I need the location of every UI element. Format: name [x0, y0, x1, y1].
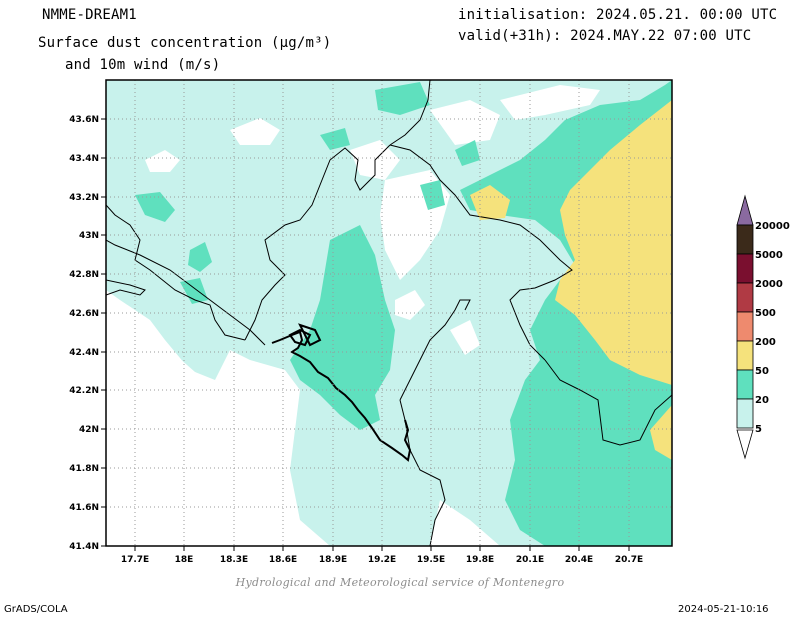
- fill-medium-region: [375, 82, 430, 115]
- clear-region: [230, 118, 280, 145]
- lon-label: 19.2E: [368, 555, 396, 565]
- legend-swatch: [736, 369, 754, 400]
- lon-label: 20.4E: [565, 555, 593, 565]
- lon-label: 17.7E: [121, 555, 149, 565]
- fill-medium-region: [290, 225, 395, 430]
- lon-label: 20.1E: [516, 555, 544, 565]
- fill-medium-region: [320, 128, 350, 150]
- fill-high-region: [470, 185, 510, 220]
- legend-label: 5: [755, 424, 762, 435]
- lat-label: 41.8N: [69, 464, 99, 474]
- border-line: [389, 80, 431, 146]
- fill-medium-region: [455, 140, 480, 166]
- clear-region: [500, 85, 600, 120]
- lat-label: 42.8N: [69, 270, 99, 280]
- border-line: [544, 359, 672, 446]
- legend-label: 20: [755, 395, 769, 406]
- border-line: [389, 144, 573, 361]
- lat-label: 43.2N: [69, 193, 99, 203]
- clear-region: [106, 310, 215, 395]
- clear-region: [430, 100, 500, 145]
- legend-swatch: [736, 340, 754, 371]
- lon-labels: 17.7E 18E 18.3E 18.6E 18.9E 19.2E 19.5E …: [121, 555, 643, 565]
- lat-label: 43N: [79, 231, 99, 241]
- credit-text: Hydrological and Meteorological service …: [235, 576, 565, 589]
- lon-label: 18.9E: [319, 555, 347, 565]
- bay-outline: [298, 323, 322, 347]
- border-line: [399, 299, 471, 401]
- color-legend: 20000 5000 2000 500 200 50 20 5: [736, 194, 790, 460]
- lon-label: 19.5E: [417, 555, 445, 565]
- lon-label: 20.7E: [615, 555, 643, 565]
- legend-swatch: [736, 253, 754, 284]
- legend-label: 200: [755, 337, 776, 348]
- axis-ticks: [101, 118, 630, 551]
- lat-label: 42.4N: [69, 348, 99, 358]
- legend-top-arrow: [736, 194, 754, 226]
- lat-labels: 43.6N 43.4N 43.2N 43N 42.8N 42.6N 42.4N …: [69, 115, 99, 552]
- legend-bottom-arrow: [736, 429, 754, 460]
- lat-label: 43.6N: [69, 115, 99, 125]
- init-time: initialisation: 2024.05.21. 00:00 UTC: [458, 7, 778, 23]
- border-line: [106, 204, 246, 341]
- lat-label: 43.4N: [69, 154, 99, 164]
- fill-medium-region: [188, 242, 212, 272]
- legend-label: 500: [755, 308, 776, 319]
- map-title-line2: and 10m wind (m/s): [65, 57, 221, 73]
- border-line: [106, 239, 266, 346]
- lon-label: 19.8E: [466, 555, 494, 565]
- fill-high-region: [555, 100, 672, 385]
- legend-label: 50: [755, 366, 769, 377]
- clear-region: [450, 320, 480, 355]
- legend-labels: 20000 5000 2000 500 200 50 20 5: [755, 221, 790, 435]
- fill-medium-region: [180, 278, 208, 304]
- legend-label: 2000: [755, 279, 783, 290]
- legend-swatch: [736, 398, 754, 429]
- legend-label: 5000: [755, 250, 783, 261]
- lat-label: 42.6N: [69, 309, 99, 319]
- lon-label: 18.3E: [220, 555, 248, 565]
- lat-label: 41.6N: [69, 503, 99, 513]
- timestamp-label: 2024-05-21-10:16: [678, 604, 769, 615]
- legend-swatch: [736, 224, 754, 255]
- lat-label: 41.4N: [69, 542, 99, 552]
- lon-label: 18.6E: [269, 555, 297, 565]
- valid-time: valid(+31h): 2024.MAY.22 07:00 UTC: [458, 28, 752, 44]
- lon-label: 18E: [175, 555, 194, 565]
- fill-medium-region: [135, 192, 175, 222]
- border-line: [244, 144, 391, 341]
- fill-high-region: [650, 405, 672, 460]
- clear-region: [145, 150, 180, 172]
- software-label: GrADS/COLA: [4, 604, 68, 615]
- legend-swatch: [736, 282, 754, 313]
- map-title-line1: Surface dust concentration (μg/m³): [38, 35, 332, 51]
- legend-swatch: [736, 311, 754, 342]
- country-borders: [106, 80, 672, 546]
- model-name: NMME-DREAM1: [42, 7, 137, 23]
- coastline: [271, 330, 412, 462]
- lat-label: 42.2N: [69, 386, 99, 396]
- grid-lines: [106, 80, 672, 546]
- border-line: [106, 279, 146, 296]
- lat-label: 42N: [79, 425, 99, 435]
- fill-medium-region: [420, 180, 445, 210]
- legend-label: 20000: [755, 221, 790, 232]
